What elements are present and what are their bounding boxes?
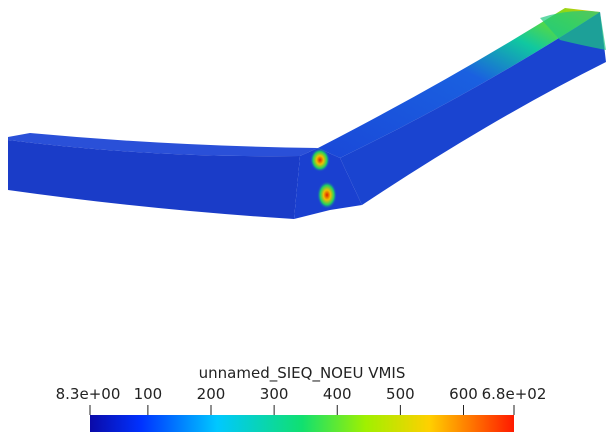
colorbar (90, 415, 514, 432)
tick-label: 600 (449, 385, 478, 403)
range-label: 8.3e+00 (56, 385, 121, 403)
render-view: unnamed_SIEQ_NOEU VMIS 8.3e+00 6.8e+02 100… (0, 0, 606, 432)
tick-label: 300 (260, 385, 289, 403)
joint-hotspot-bottom (317, 181, 337, 209)
colorbar-ticks: 8.3e+00 6.8e+02 100 200 300 400 500 600 (56, 385, 547, 415)
tick-label: 200 (197, 385, 226, 403)
tick-label: 400 (323, 385, 352, 403)
range-label: 6.8e+02 (482, 385, 547, 403)
tick-label: 100 (134, 385, 163, 403)
joint-hotspot-top (310, 148, 330, 172)
beam-model (8, 8, 606, 219)
tick-label: 500 (386, 385, 415, 403)
colorbar-title: unnamed_SIEQ_NOEU VMIS (199, 364, 406, 383)
